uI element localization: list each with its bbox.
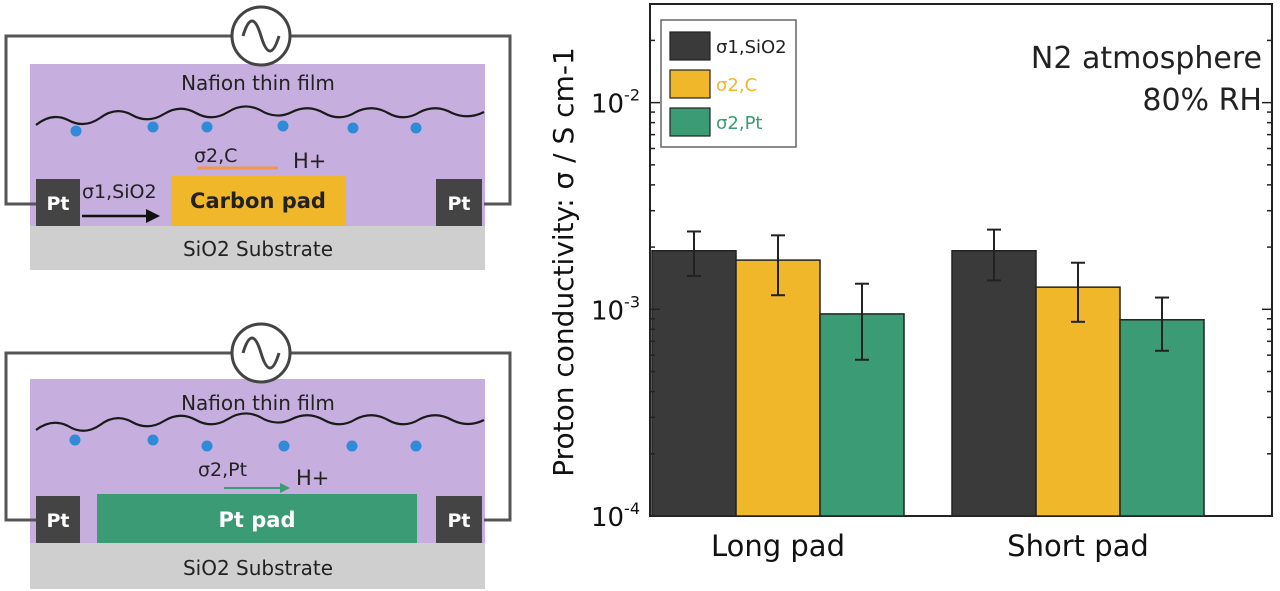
arrow-pt-icon xyxy=(280,483,290,493)
carbon-pad xyxy=(171,176,346,226)
pt-pad-label: Pt pad xyxy=(219,508,296,532)
substrate-bottom xyxy=(30,543,485,589)
left-electrode-bottom xyxy=(36,496,80,543)
bar xyxy=(951,250,1037,517)
bar-chart: 10-4 10-3 10-2 Long pad Short pad Proton co… xyxy=(547,3,1273,563)
sulfonate-groups-bottom xyxy=(69,434,422,452)
legend-swatch xyxy=(669,69,711,99)
proton-label-top: H+ xyxy=(293,149,326,173)
right-electrode-bottom xyxy=(436,496,482,543)
sigma-c-label: σ2,C xyxy=(194,145,237,167)
legend: σ1,SiO2 σ2,C σ2,Pt xyxy=(660,19,797,148)
sigma-pt-label: σ2,Pt xyxy=(198,459,247,481)
sulfonate-droplet-icon xyxy=(410,440,422,452)
x-category-label: Long pad xyxy=(711,529,845,563)
legend-swatch xyxy=(669,31,711,61)
sulfonate-droplet-icon xyxy=(147,434,159,446)
circuit-wire-bottom xyxy=(4,351,512,522)
bar xyxy=(1035,286,1121,517)
left-electrode-label-top: Pt xyxy=(46,193,69,215)
schematic-carbon-pad: SiO2 Substrate Pt Pt Carbon pad Nafion t… xyxy=(4,5,512,270)
sulfonate-droplet-icon xyxy=(277,120,289,132)
legend-swatch xyxy=(669,107,711,137)
bar xyxy=(735,259,821,517)
annotation-atmosphere: N2 atmosphere xyxy=(1031,41,1262,76)
x-category-label: Short pad xyxy=(1007,529,1149,563)
y-axis-label: Proton conductivity: σ / S cm-1 xyxy=(547,47,580,477)
right-electrode-top xyxy=(436,179,482,226)
left-electrode-label-bottom: Pt xyxy=(46,510,69,532)
left-electrode-top xyxy=(36,179,80,226)
sulfonate-droplet-icon xyxy=(69,434,81,446)
sulfonate-droplet-icon xyxy=(346,440,358,452)
annotation-humidity: 80% RH xyxy=(1142,83,1262,118)
legend-label: σ2,Pt xyxy=(716,113,763,134)
sulfonate-droplet-icon xyxy=(410,122,422,134)
right-electrode-label-bottom: Pt xyxy=(447,510,470,532)
carbon-pad-label: Carbon pad xyxy=(190,189,326,213)
film-label-bottom: Nafion thin film xyxy=(181,391,335,415)
right-electrode-label-top: Pt xyxy=(447,193,470,215)
sulfonate-droplet-icon xyxy=(347,122,359,134)
sigma-sio2-label: σ1,SiO2 xyxy=(82,181,157,203)
proton-label-bottom: H+ xyxy=(296,466,329,490)
bar xyxy=(1119,319,1205,517)
schematic-pt-pad: SiO2 Substrate Pt Pt Pt pad Nafion thin … xyxy=(4,322,512,589)
sulfonate-groups-top xyxy=(70,120,422,137)
legend-entries: σ1,SiO2 σ2,C σ2,Pt xyxy=(669,31,787,137)
arrow-sio2-icon xyxy=(146,209,160,223)
sulfonate-droplet-icon xyxy=(201,121,213,133)
bars-layer xyxy=(651,228,1205,517)
y-tick-label: 10-3 xyxy=(591,292,640,326)
legend-label: σ1,SiO2 xyxy=(716,37,787,58)
xticks-layer: Long pad Short pad xyxy=(711,529,1149,563)
substrate-top xyxy=(30,226,485,270)
ac-wave-icon xyxy=(241,336,281,370)
sulfonate-droplet-icon xyxy=(147,121,159,133)
legend-label: σ2,C xyxy=(716,75,757,96)
yticks-layer: 10-4 10-3 10-2 xyxy=(591,3,1272,533)
substrate-label-top: SiO2 Substrate xyxy=(183,237,333,261)
polymer-chain-top xyxy=(35,105,485,126)
polymer-chain-bottom xyxy=(35,412,485,432)
sulfonate-droplet-icon xyxy=(201,440,213,452)
circuit-wire-top xyxy=(4,34,512,206)
substrate-label-bottom: SiO2 Substrate xyxy=(183,556,333,580)
sulfonate-droplet-icon xyxy=(70,125,82,137)
y-tick-label: 10-2 xyxy=(591,86,640,120)
pt-pad xyxy=(97,494,417,543)
film-label-top: Nafion thin film xyxy=(181,71,335,95)
bar xyxy=(651,250,737,517)
y-tick-label: 10-4 xyxy=(591,499,640,533)
ac-wave-icon xyxy=(241,19,281,53)
sulfonate-droplet-icon xyxy=(278,440,290,452)
